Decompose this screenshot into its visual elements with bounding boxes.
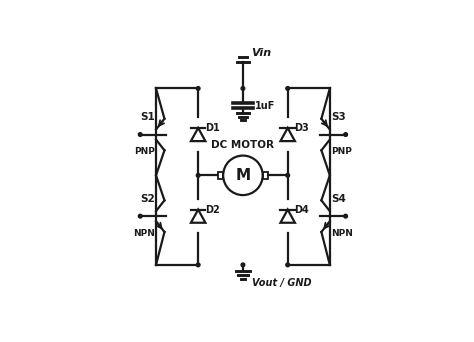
Text: 1uF: 1uF [255,101,275,110]
Text: PNP: PNP [331,147,352,156]
Text: D1: D1 [205,123,219,133]
Circle shape [286,87,290,90]
Text: M: M [236,168,250,183]
Bar [218,172,223,179]
Circle shape [138,133,142,136]
Circle shape [344,133,347,136]
Bar [263,172,268,179]
Text: D2: D2 [205,205,219,214]
Text: PNP: PNP [134,147,155,156]
Text: S4: S4 [331,194,346,204]
Text: DC MOTOR: DC MOTOR [211,140,274,150]
Circle shape [344,214,347,218]
Text: Vout / GND: Vout / GND [252,278,312,288]
Text: D3: D3 [294,123,309,133]
Text: NPN: NPN [331,229,353,238]
Text: NPN: NPN [133,229,155,238]
Circle shape [241,263,245,267]
Circle shape [196,173,200,177]
Circle shape [138,214,142,218]
Circle shape [196,87,200,90]
Circle shape [286,263,290,267]
Circle shape [196,263,200,267]
Text: S2: S2 [140,194,155,204]
Circle shape [286,173,290,177]
Text: S1: S1 [140,113,155,122]
Text: S3: S3 [331,113,346,122]
Text: Vin: Vin [251,48,271,58]
Text: D4: D4 [294,205,309,214]
Circle shape [241,87,245,90]
